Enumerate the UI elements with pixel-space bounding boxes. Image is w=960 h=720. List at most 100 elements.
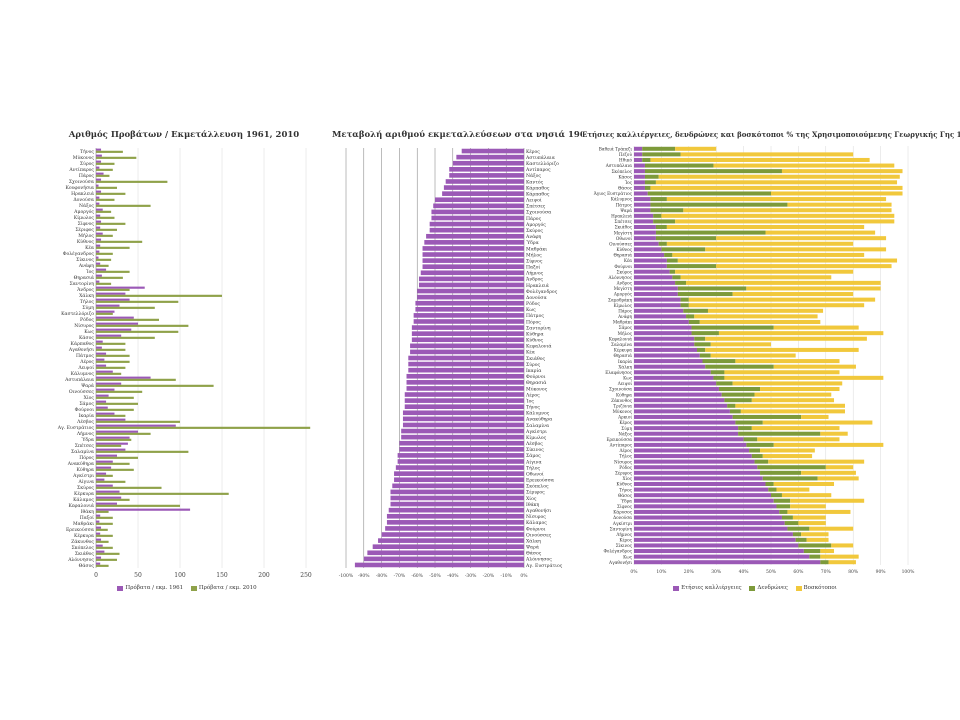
bar-s2-24 xyxy=(686,280,881,285)
bar-s1-35 xyxy=(694,342,711,347)
bar-s0-71 xyxy=(634,543,799,548)
bar-s1-30 xyxy=(96,330,179,333)
category-label-47: Λήμνος xyxy=(76,430,95,437)
bar-s1-62 xyxy=(771,493,782,498)
x-tick-label-0: 0 xyxy=(94,572,98,579)
bar-s1-20 xyxy=(96,270,130,273)
category-label-13: Σκύρος xyxy=(526,227,543,234)
bar-s2-73 xyxy=(820,554,859,559)
category-label-5: Κάσος xyxy=(618,174,632,179)
bar-s1-69 xyxy=(792,532,802,537)
legend-label-1961: Πρόβατα / εκμ. 1961 xyxy=(125,585,184,591)
bar-s1-16 xyxy=(96,246,130,249)
bar-s0-59 xyxy=(96,502,117,505)
bar-s1-34 xyxy=(96,354,130,357)
chart-1-title: Αριθμός Προβάτων / Εκμετάλλευση 1961, 20… xyxy=(68,130,300,140)
bar-67 xyxy=(363,556,524,562)
category-label-16: Κέα xyxy=(85,244,94,251)
bar-s1-25 xyxy=(96,300,179,303)
bar-s0-1 xyxy=(96,154,102,157)
category-label-17: Φολέγανδρος xyxy=(63,250,95,257)
bar-64 xyxy=(378,538,524,543)
bar-53 xyxy=(394,471,524,476)
bar-s1-19 xyxy=(96,264,109,267)
bar-s1-6 xyxy=(96,186,117,189)
bar-22 xyxy=(418,282,524,288)
bar-s0-14 xyxy=(96,232,103,235)
bar-s1-13 xyxy=(96,228,117,231)
category-label-22: Σκύρος xyxy=(617,269,633,274)
category-label-5: Σχοινούσα xyxy=(69,178,94,185)
bar-s1-6 xyxy=(644,180,656,185)
category-label-40: Λέρος xyxy=(525,391,540,398)
bar-s1-21 xyxy=(96,276,123,279)
bar-s0-65 xyxy=(634,509,780,514)
bar-s1-48 xyxy=(96,438,132,441)
category-label-11: Πάρος xyxy=(526,215,542,222)
legend-swatch-1961 xyxy=(117,585,124,591)
category-label-36: Κέρκυρα xyxy=(614,348,632,353)
category-label-61: Παξοί xyxy=(80,514,94,521)
category-label-25: Μεγίστη xyxy=(614,286,633,291)
category-label-58: Ιθάκη xyxy=(526,501,540,508)
category-label-58: Σέριφος xyxy=(615,470,633,475)
bar-s0-73 xyxy=(634,554,810,559)
bar-21 xyxy=(418,276,524,282)
category-label-44: Κύθηρα xyxy=(616,392,632,397)
bar-s1-26 xyxy=(677,292,733,297)
bar-s0-25 xyxy=(634,286,678,291)
category-label-14: Σκιάθος xyxy=(615,225,633,230)
bar-s0-0 xyxy=(634,146,643,151)
bar-s0-5 xyxy=(634,174,645,179)
chart-2-plot: -100% -90% -80% -70% -60% -50% -40% -30% -20% -10… xyxy=(339,148,563,579)
bar-40 xyxy=(404,392,524,397)
category-label-30: Ανάφη xyxy=(617,314,632,319)
category-label-73: Κως xyxy=(623,554,633,559)
chart-3-plot: 0% 10% 20% 30% 40% 50% 60% 70% 80% 90% 100% Βαθειά … xyxy=(593,146,915,575)
bar-s0-66 xyxy=(96,544,103,547)
bar-s2-9 xyxy=(666,197,887,202)
bar-s0-40 xyxy=(96,388,115,391)
category-label-48: Ύδρα xyxy=(81,436,94,443)
bar-s0-58 xyxy=(96,496,122,499)
category-label-37: Φούρνοι xyxy=(526,373,546,380)
category-label-12: Ηρακλειά xyxy=(611,214,632,219)
bar-s0-43 xyxy=(634,387,719,392)
bar-s2-32 xyxy=(773,325,859,330)
category-label-18: Κύθνος xyxy=(616,247,632,252)
bar-s1-31 xyxy=(96,336,155,339)
bar-s1-24 xyxy=(96,294,222,297)
bar-s2-55 xyxy=(762,454,813,459)
bar-s1-61 xyxy=(96,516,113,519)
bar-s0-27 xyxy=(634,297,681,302)
category-label-38: Θηρασιά xyxy=(526,379,546,386)
bar-s0-11 xyxy=(96,214,101,217)
bar-s2-70 xyxy=(806,537,829,542)
bar-s2-20 xyxy=(677,258,898,263)
bar-s2-8 xyxy=(771,191,903,196)
category-label-11: Κίμωλος xyxy=(74,214,95,221)
category-label-12: Αμοργός xyxy=(525,221,546,228)
x-tick-label-6: 60% xyxy=(793,569,804,575)
category-label-10: Σχοινούσα xyxy=(526,209,551,216)
bar-s1-14 xyxy=(96,234,113,237)
category-label-72: Φολέγανδρος xyxy=(603,549,632,554)
bar-s0-45 xyxy=(634,398,725,403)
bar-s0-42 xyxy=(96,400,107,403)
category-label-15: Μεγίστη xyxy=(614,230,633,235)
category-label-50: Σαλαμίνα xyxy=(71,448,94,455)
bar-s1-59 xyxy=(96,504,180,507)
bar-s0-29 xyxy=(96,322,138,325)
bar-55 xyxy=(392,483,524,489)
legend-swatch-pasture xyxy=(795,585,802,591)
bar-s2-74 xyxy=(828,560,856,565)
bar-63 xyxy=(381,532,524,537)
category-label-69: Θάσος xyxy=(79,562,95,569)
category-label-10: Πάτμος xyxy=(616,202,633,207)
bar-58 xyxy=(390,501,524,507)
bar-s1-28 xyxy=(680,303,689,308)
category-label-44: Ικαρία xyxy=(79,412,94,419)
bar-s2-67 xyxy=(798,521,826,526)
bar-s1-59 xyxy=(762,476,818,481)
category-label-28: Ρόδος xyxy=(80,316,94,323)
